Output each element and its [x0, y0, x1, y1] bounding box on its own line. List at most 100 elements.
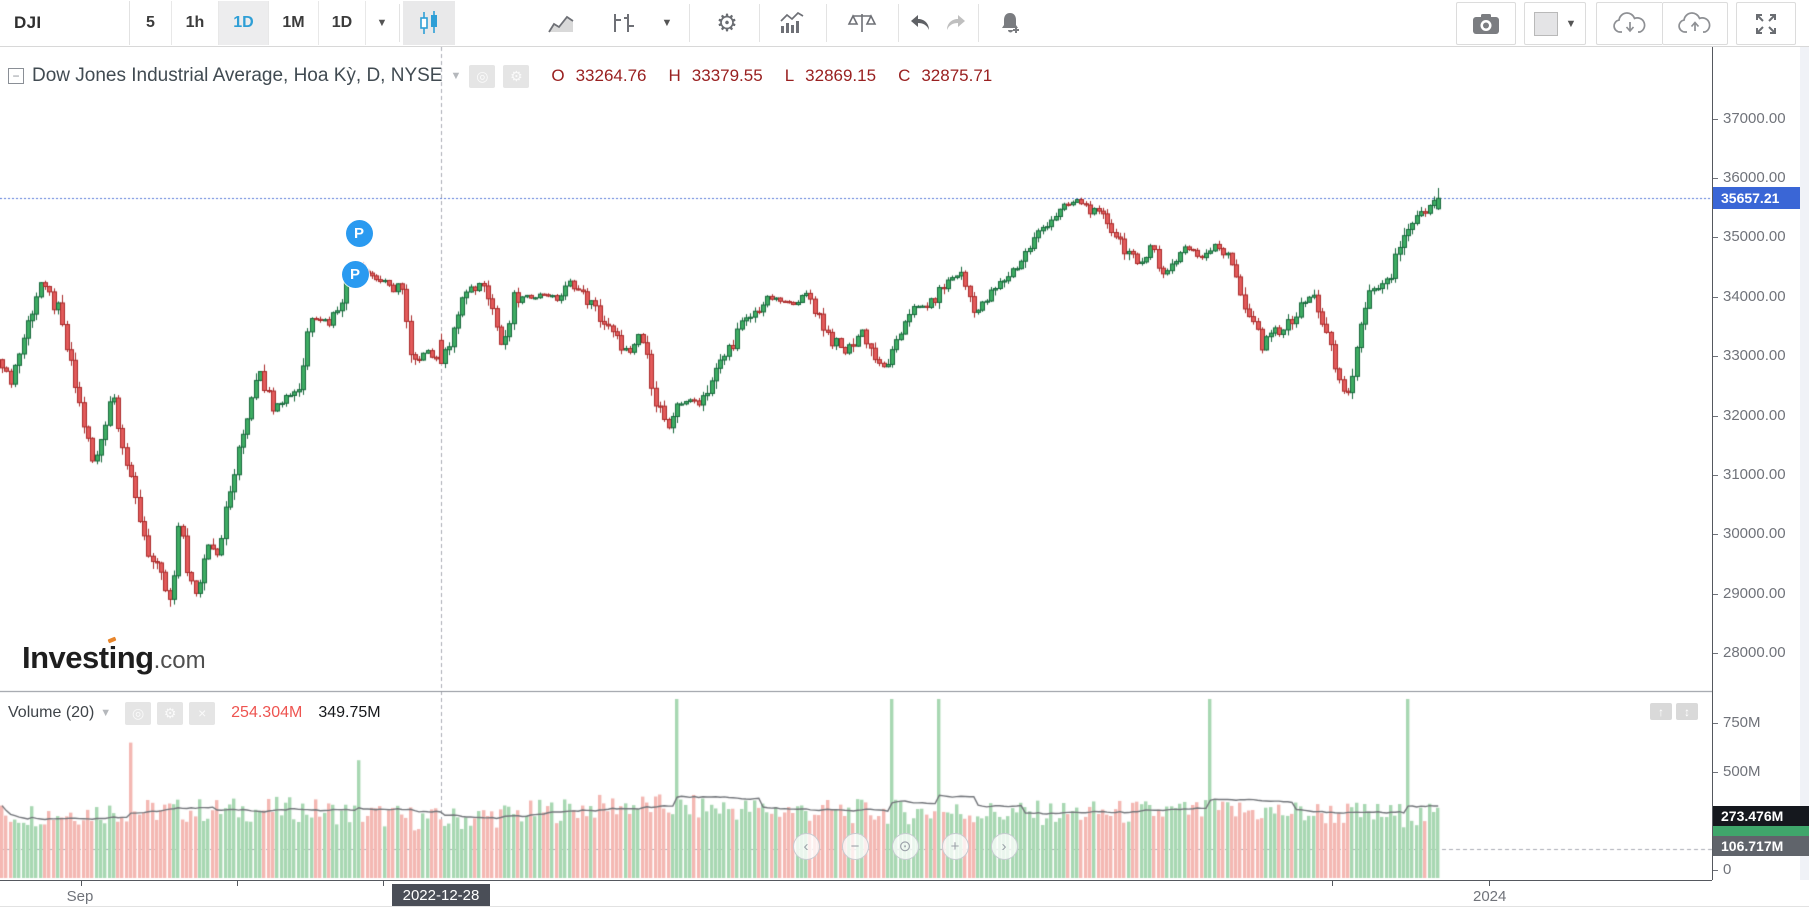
volume-tick [1713, 772, 1718, 773]
indicators-icon [780, 12, 804, 33]
price-tick [1713, 118, 1718, 120]
step-line-icon [614, 14, 634, 32]
close-icon: × [198, 705, 207, 721]
price-tick [1713, 534, 1718, 536]
line-style-dropdown-button[interactable]: ▼ [650, 1, 684, 45]
high-label: H [668, 66, 681, 85]
line-style-button[interactable] [600, 1, 646, 45]
timeframe-1d-button[interactable]: 1D [219, 1, 269, 45]
chevron-down-icon: ▼ [1565, 17, 1577, 30]
cursor-date-badge: 2022-12-28 [392, 884, 490, 907]
undo-arrow-icon [911, 15, 929, 30]
undo-button[interactable] [902, 1, 938, 45]
time-axis-label: 2024 [1473, 888, 1507, 905]
chevron-down-icon[interactable]: ▼ [450, 70, 462, 82]
eye-icon: ◎ [476, 67, 489, 84]
screenshot-button[interactable] [1456, 2, 1516, 45]
chart-nav-button[interactable]: ‹ [792, 832, 820, 860]
top-toolbar: DJI 5 1h 1D 1M 1D ▼ ▼ [0, 0, 1809, 47]
gear-icon: ⚙ [163, 704, 177, 721]
time-tick [1489, 881, 1490, 886]
save-chart-button[interactable] [1662, 2, 1728, 45]
volume-visibility-button[interactable]: ◎ [125, 701, 152, 725]
right-edge-strip [1800, 47, 1809, 880]
chevron-down-icon: ▼ [661, 17, 673, 29]
chart-nav-button[interactable]: + [941, 832, 969, 860]
alert-button[interactable] [982, 1, 1038, 45]
cloud-download-icon [1612, 11, 1645, 33]
investing-com-logo[interactable]: Investi ng.com [22, 636, 206, 676]
volume-axis-label: 750M [1723, 714, 1761, 731]
eye-icon: ◎ [132, 704, 145, 721]
time-tick [383, 881, 384, 886]
price-tick [1713, 177, 1718, 179]
price-axis-label: 29000.00 [1723, 584, 1786, 602]
low-label: L [784, 66, 795, 85]
chart-nav-button[interactable]: ⊙ [891, 832, 919, 860]
current-price-badge: 35657.21 [1713, 187, 1800, 210]
settings-button[interactable]: ⚙ [697, 1, 757, 45]
timeframe-1h-button[interactable]: 1h [172, 1, 219, 45]
price-tick [1713, 237, 1718, 239]
indicators-button[interactable] [762, 1, 822, 45]
camera-icon [1473, 13, 1499, 34]
position-marker[interactable]: P [345, 219, 373, 247]
series-settings-button[interactable]: ⚙ [503, 64, 530, 88]
open-value: 33264.76 [575, 66, 647, 85]
volume-indicator-title[interactable]: Volume (20) [8, 704, 95, 721]
fullscreen-button[interactable] [1736, 2, 1796, 45]
cloud-upload-icon [1678, 11, 1711, 33]
volume-remove-button[interactable]: × [189, 701, 216, 725]
symbol-input[interactable]: DJI [0, 1, 130, 45]
candlestick-chart-button[interactable] [403, 1, 455, 45]
series-title[interactable]: Dow Jones Industrial Average, Hoa Kỳ, D,… [32, 65, 443, 86]
price-tick [1713, 356, 1718, 358]
gear-icon: ⚙ [510, 67, 523, 84]
time-tick [81, 881, 82, 886]
collapse-legend-button[interactable]: − [8, 68, 24, 84]
candlestick-icon [420, 11, 437, 34]
position-marker[interactable]: P [341, 260, 369, 288]
fullscreen-icon [1756, 13, 1776, 34]
close-value: 32875.71 [921, 66, 993, 85]
background-color-button[interactable]: ▼ [1524, 2, 1586, 45]
pane-move-up-button[interactable]: ↑ [1650, 703, 1672, 720]
price-tick [1713, 593, 1718, 595]
open-label: O [551, 66, 565, 85]
volume-tick [1713, 723, 1718, 724]
redo-button[interactable] [938, 1, 974, 45]
logo-i: i [107, 636, 117, 675]
price-axis-label: 32000.00 [1723, 406, 1786, 424]
high-value: 33379.55 [691, 66, 763, 85]
price-axis-label: 37000.00 [1723, 109, 1786, 127]
chevron-down-icon[interactable]: ▼ [100, 707, 112, 719]
price-axis[interactable]: 37000.00 36000.00 35000.00 34000.00 33000.00… [1712, 47, 1800, 880]
logo-suffix: .com [153, 647, 206, 674]
cursor-volume-badge: 106.717M [1713, 836, 1809, 856]
line-chart-button[interactable] [532, 1, 590, 45]
volume-axis-label: 0 [1723, 861, 1732, 878]
redo-arrow-icon [947, 15, 965, 30]
price-axis-label: 36000.00 [1723, 168, 1786, 186]
volume-ma-badge: 273.476M [1713, 806, 1809, 826]
series-visibility-button[interactable]: ◎ [469, 64, 496, 88]
arrow-up-down-icon: ↕ [1684, 704, 1690, 719]
timeframe-5m-button[interactable]: 5 [130, 1, 172, 45]
time-tick [1332, 881, 1333, 886]
timeframe-1M-button[interactable]: 1M [269, 1, 319, 45]
timeframe-dropdown-button[interactable]: ▼ [366, 1, 398, 45]
volume-settings-button[interactable]: ⚙ [157, 701, 184, 725]
price-axis-label: 34000.00 [1723, 287, 1786, 305]
time-axis[interactable]: Sep 2024 [0, 880, 1712, 908]
timeframe-1d2-button[interactable]: 1D [319, 1, 366, 45]
pane-maximize-button[interactable]: ↕ [1676, 703, 1698, 720]
volume-tick [1713, 870, 1718, 871]
chart-nav-button[interactable]: − [841, 832, 869, 860]
compare-button[interactable] [830, 1, 894, 45]
chart-plot-area[interactable] [0, 47, 1712, 880]
time-axis-label: Sep [66, 888, 94, 905]
load-chart-button[interactable] [1596, 2, 1662, 45]
chart-nav-button[interactable]: › [990, 832, 1018, 860]
arrow-up-icon: ↑ [1658, 704, 1664, 719]
